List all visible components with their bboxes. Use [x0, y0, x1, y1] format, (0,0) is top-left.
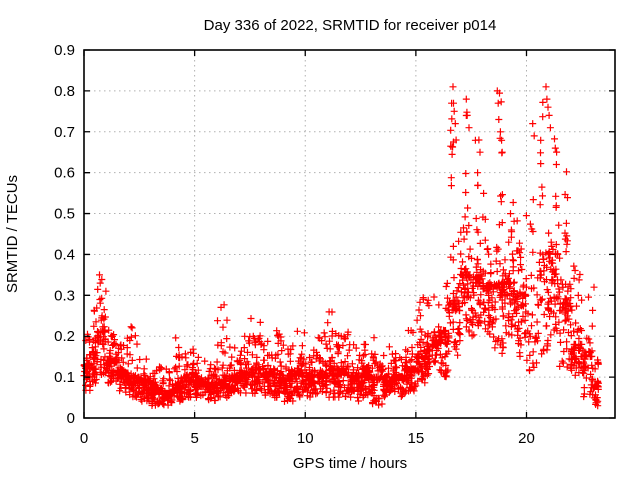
y-tick-label: 0.8 [54, 83, 75, 100]
y-tick-label: 0.2 [54, 328, 75, 345]
y-tick-label: 0.1 [54, 369, 75, 386]
y-tick-label: 0.9 [54, 42, 75, 59]
y-tick-label: 0.6 [54, 165, 75, 182]
x-tick-label: 15 [408, 430, 425, 447]
data-points [80, 83, 602, 410]
x-tick-label: 20 [518, 430, 535, 447]
y-tick-label: 0 [67, 410, 75, 427]
y-tick-label: 0.7 [54, 124, 75, 141]
x-tick-label: 10 [297, 430, 314, 447]
y-tick-label: 0.3 [54, 287, 75, 304]
x-axis-label: GPS time / hours [293, 455, 407, 472]
y-tick-label: 0.4 [54, 246, 75, 263]
y-tick-label: 0.5 [54, 206, 75, 223]
plot-frame [83, 49, 616, 419]
x-tick-label: 5 [190, 430, 198, 447]
tick-mark-path [83, 49, 615, 419]
scatter-marker-path [80, 83, 602, 410]
tick-labels: 0 5 10 15 20 0 0.1 0.2 0.3 0.4 0.5 0.6 0.7 0.8 0.9 [54, 42, 535, 447]
tick-marks [83, 49, 615, 419]
x-tick-label: 0 [80, 430, 88, 447]
chart-title: Day 336 of 2022, SRMTID for receiver p01… [204, 17, 497, 34]
y-axis-label: SRMTID / TECUs [4, 175, 21, 293]
